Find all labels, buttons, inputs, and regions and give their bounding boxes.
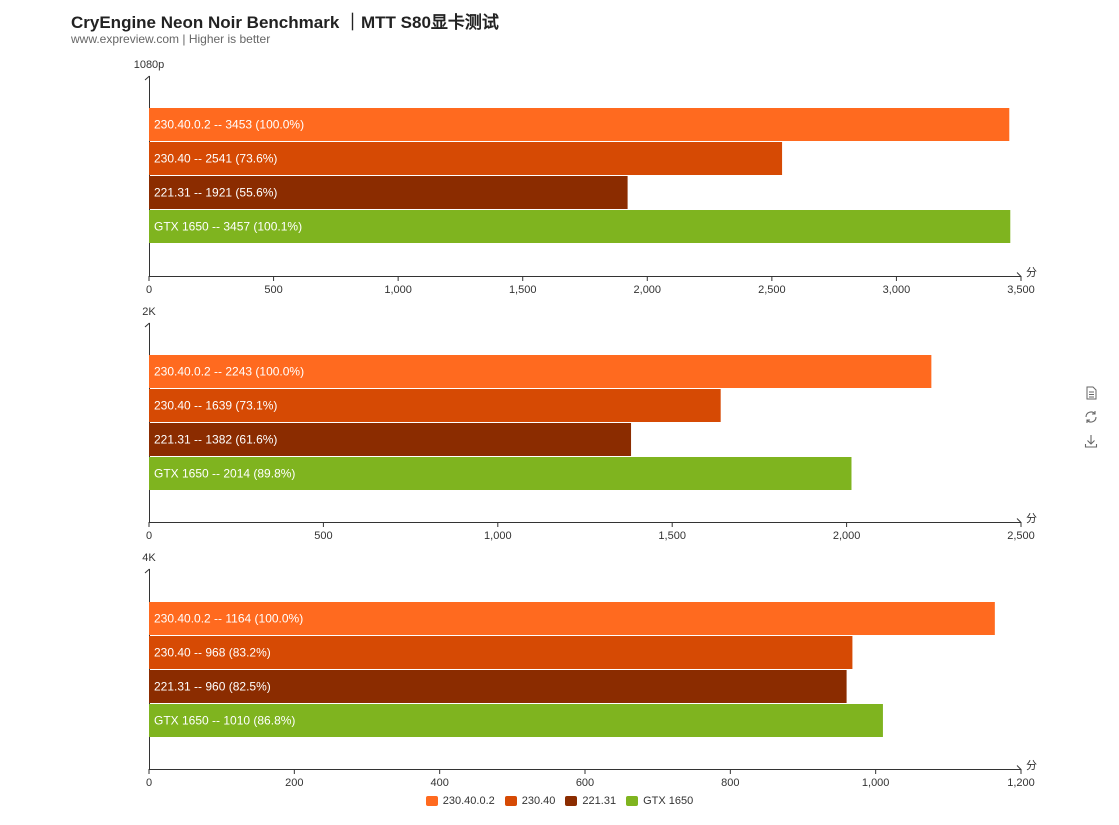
legend-item-230-40-0-2[interactable]: 230.40.0.2 bbox=[425, 795, 495, 807]
x-tick-label: 3,000 bbox=[883, 284, 911, 296]
x-tick-label: 2,500 bbox=[1007, 530, 1035, 542]
bar-230-40-0-2[interactable] bbox=[149, 602, 995, 635]
x-tick-label: 2,500 bbox=[758, 284, 786, 296]
bar-data-label: GTX 1650 -- 3457 (100.1%) bbox=[154, 220, 302, 234]
x-axis-unit-label: 分 bbox=[1026, 759, 1037, 772]
x-tick-label: 1,500 bbox=[658, 530, 686, 542]
bar-data-label: 230.40.0.2 -- 2243 (100.0%) bbox=[154, 365, 304, 379]
bar-221-31[interactable] bbox=[149, 176, 628, 209]
x-tick-label: 3,500 bbox=[1007, 284, 1035, 296]
legend-swatch bbox=[504, 796, 517, 806]
restore-icon[interactable] bbox=[1083, 409, 1099, 425]
save-image-icon[interactable] bbox=[1083, 433, 1099, 449]
chart-title: CryEngine Neon Noir Benchmark ｜MTT S80显卡… bbox=[71, 13, 499, 32]
bar-data-label: 221.31 -- 960 (82.5%) bbox=[154, 680, 271, 694]
y-axis-arrow bbox=[144, 75, 150, 81]
legend-item-gtx-1650[interactable]: GTX 1650 bbox=[626, 795, 693, 807]
x-tick-label: 500 bbox=[264, 284, 282, 296]
bar-221-31[interactable] bbox=[149, 423, 632, 456]
x-axis-unit-label: 分 bbox=[1026, 512, 1037, 525]
legend-item-230-40[interactable]: 230.40 bbox=[504, 795, 556, 807]
panel-title: 2K bbox=[142, 306, 156, 318]
bar-data-label: 230.40.0.2 -- 1164 (100.0%) bbox=[154, 612, 303, 626]
bar-gtx-1650[interactable] bbox=[149, 457, 852, 490]
x-tick-label: 500 bbox=[314, 530, 332, 542]
bar-230-40[interactable] bbox=[149, 389, 721, 422]
bar-230-40-0-2[interactable] bbox=[149, 355, 932, 388]
x-tick-label: 1,000 bbox=[484, 530, 512, 542]
chart-legend: 230.40.0.2 230.40 221.31 GTX 1650 bbox=[0, 795, 1119, 807]
x-tick-label: 0 bbox=[146, 777, 152, 789]
x-tick-label: 1,000 bbox=[384, 284, 412, 296]
legend-item-221-31[interactable]: 221.31 bbox=[565, 795, 616, 807]
x-tick-label: 800 bbox=[721, 777, 739, 789]
bar-gtx-1650[interactable] bbox=[149, 210, 1011, 243]
x-tick-label: 0 bbox=[146, 284, 152, 296]
chart-subtitle: www.expreview.com | Higher is better bbox=[71, 32, 271, 46]
bar-data-label: 230.40 -- 1639 (73.1%) bbox=[154, 399, 277, 413]
x-axis-unit-label: 分 bbox=[1026, 266, 1037, 279]
y-axis-arrow bbox=[144, 568, 150, 574]
legend-label: 221.31 bbox=[582, 795, 617, 807]
bar-data-label: 221.31 -- 1382 (61.6%) bbox=[154, 433, 277, 447]
bar-data-label: 230.40.0.2 -- 3453 (100.0%) bbox=[154, 118, 304, 132]
legend-swatch bbox=[565, 796, 578, 806]
x-tick-label: 2,000 bbox=[634, 284, 662, 296]
x-axis-arrow bbox=[1016, 518, 1022, 523]
bar-data-label: GTX 1650 -- 2014 (89.8%) bbox=[154, 467, 295, 481]
bar-data-label: 230.40 -- 968 (83.2%) bbox=[154, 646, 271, 660]
x-tick-label: 400 bbox=[430, 777, 448, 789]
x-tick-label: 1,000 bbox=[862, 777, 890, 789]
bar-230-40[interactable] bbox=[149, 636, 853, 669]
bar-221-31[interactable] bbox=[149, 670, 847, 703]
x-tick-label: 200 bbox=[285, 777, 303, 789]
legend-label: 230.40 bbox=[521, 795, 556, 807]
x-tick-label: 1,200 bbox=[1007, 777, 1035, 789]
x-tick-label: 0 bbox=[146, 530, 152, 542]
x-tick-label: 600 bbox=[576, 777, 594, 789]
bar-230-40-0-2[interactable] bbox=[149, 108, 1010, 141]
x-axis-arrow bbox=[1016, 765, 1022, 770]
legend-label: 230.40.0.2 bbox=[442, 795, 495, 807]
panel-title: 4K bbox=[142, 552, 156, 564]
legend-swatch bbox=[626, 796, 639, 806]
bar-data-label: 221.31 -- 1921 (55.6%) bbox=[154, 186, 277, 200]
bar-data-label: 230.40 -- 2541 (73.6%) bbox=[154, 152, 277, 166]
legend-swatch bbox=[425, 796, 438, 806]
bar-gtx-1650[interactable] bbox=[149, 704, 883, 737]
panel-title: 1080p bbox=[134, 59, 165, 71]
x-tick-label: 1,500 bbox=[509, 284, 537, 296]
y-axis-arrow bbox=[144, 322, 150, 328]
x-axis-arrow bbox=[1016, 272, 1022, 277]
legend-label: GTX 1650 bbox=[643, 795, 694, 807]
data-view-icon[interactable] bbox=[1083, 385, 1099, 401]
x-tick-label: 2,000 bbox=[833, 530, 861, 542]
bar-data-label: GTX 1650 -- 1010 (86.8%) bbox=[154, 714, 295, 728]
bar-230-40[interactable] bbox=[149, 142, 783, 175]
